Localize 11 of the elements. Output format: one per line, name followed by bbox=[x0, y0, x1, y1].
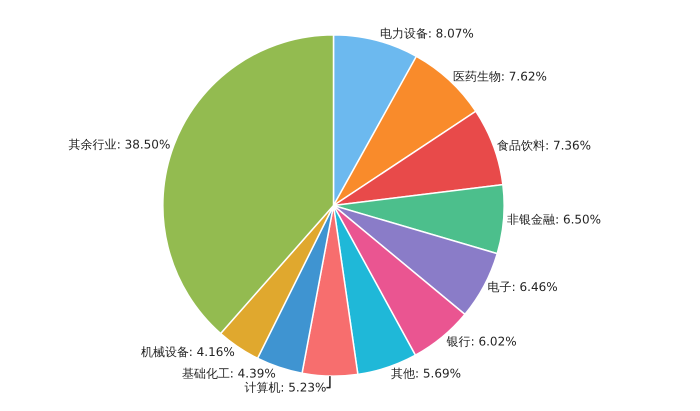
slice-label: 银行: 6.02% bbox=[446, 334, 517, 348]
slice-label: 食品饮料: 7.36% bbox=[497, 138, 592, 153]
slice-label: 电力设备: 8.07% bbox=[380, 26, 474, 41]
slice-label: 基础化工: 4.39% bbox=[182, 366, 276, 381]
slice-label: 计算机: 5.23% bbox=[244, 380, 326, 395]
slice-label: 电子: 6.46% bbox=[488, 280, 558, 294]
slice-label: 机械设备: 4.16% bbox=[140, 344, 235, 359]
slice-label: 非银金融: 6.50% bbox=[507, 212, 602, 226]
slice-label: 其余行业: 38.50% bbox=[68, 137, 170, 152]
slice-label: 医药生物: 7.62% bbox=[452, 69, 547, 84]
slice-label: 其他: 5.69% bbox=[391, 366, 461, 381]
